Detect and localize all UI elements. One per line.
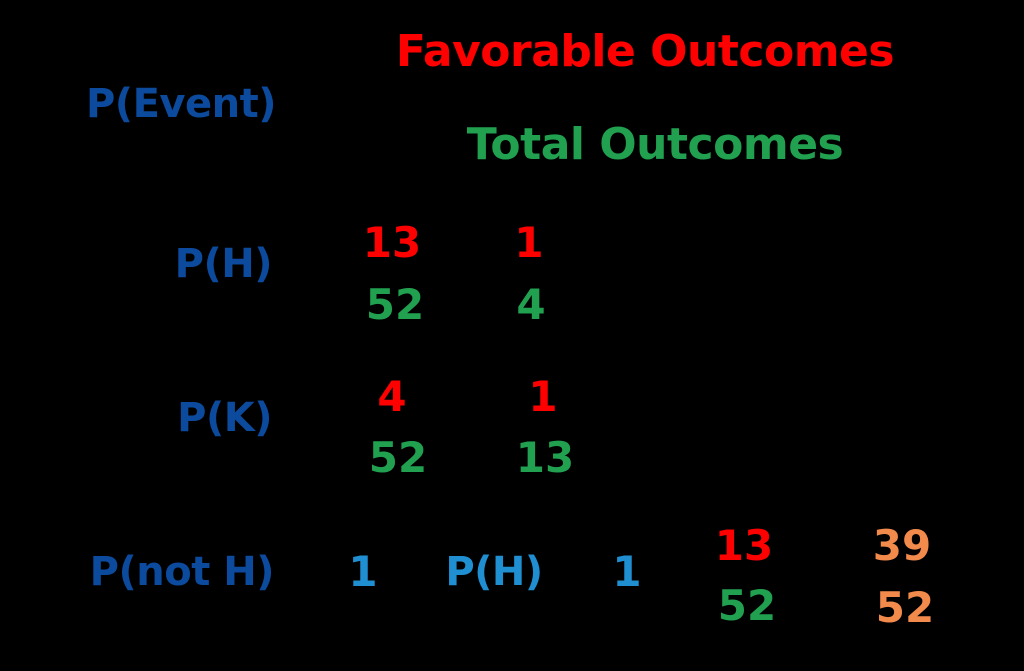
hearts-simplified-denominator: 4 [516,280,546,329]
kings-fraction-denominator: 52 [368,433,428,482]
complement-fraction-numerator: 13 [714,521,774,570]
kings-fraction-numerator: 4 [377,372,407,421]
hearts-fraction-numerator: 13 [362,218,422,267]
complement-one-second: 1 [612,547,642,596]
favorable-outcomes-numerator: Favorable Outcomes [395,26,895,77]
hearts-fraction-denominator: 52 [365,280,425,329]
complement-one-first: 1 [348,547,378,596]
kings-simplified-denominator: 13 [515,433,575,482]
total-outcomes-denominator: Total Outcomes [466,119,844,170]
complement-result-numerator: 39 [872,521,932,570]
not-hearts-probability-label: P(not H) [89,549,275,595]
kings-probability-label: P(K) [177,395,272,441]
hearts-probability-label: P(H) [174,241,273,287]
complement-result-denominator: 52 [875,583,935,632]
complement-hearts-probability: P(H) [445,549,543,595]
kings-simplified-numerator: 1 [528,372,558,421]
event-probability-label: P(Event) [85,81,277,127]
complement-fraction-denominator: 52 [717,581,777,630]
hearts-simplified-numerator: 1 [514,218,544,267]
